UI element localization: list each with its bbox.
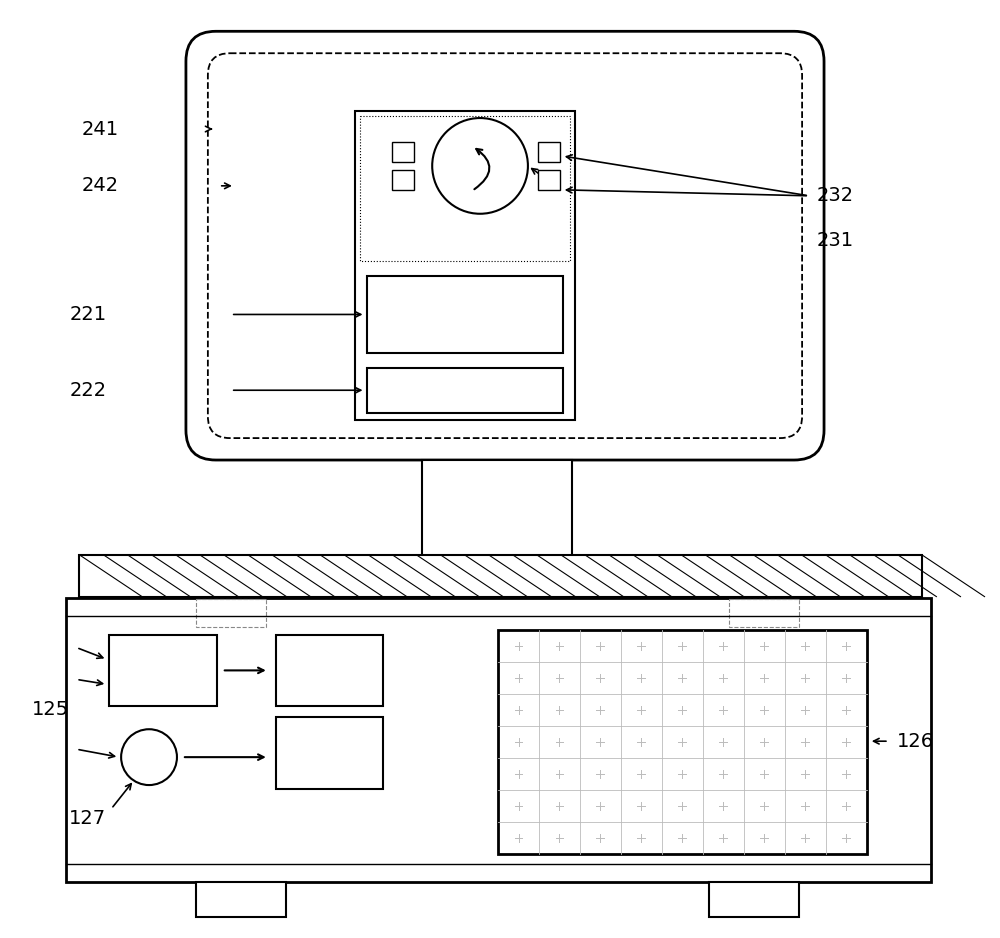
Bar bbox=[66, 598, 931, 882]
Text: 232: 232 bbox=[817, 187, 854, 205]
Text: 222: 222 bbox=[69, 381, 106, 400]
Bar bbox=[422, 460, 572, 569]
Bar bbox=[367, 276, 563, 354]
Text: 126: 126 bbox=[897, 732, 934, 750]
Bar bbox=[729, 598, 799, 627]
Text: 221: 221 bbox=[69, 305, 106, 324]
Text: 125: 125 bbox=[31, 700, 69, 719]
Bar bbox=[79, 554, 922, 597]
Bar bbox=[109, 634, 217, 706]
Text: 241: 241 bbox=[81, 119, 118, 139]
Bar bbox=[276, 634, 383, 706]
Bar bbox=[538, 142, 560, 162]
Text: 127: 127 bbox=[69, 809, 106, 828]
Bar bbox=[196, 882, 286, 916]
Text: 242: 242 bbox=[81, 176, 118, 195]
Bar bbox=[367, 369, 563, 413]
FancyBboxPatch shape bbox=[186, 31, 824, 460]
Bar bbox=[538, 170, 560, 189]
Bar bbox=[498, 629, 867, 854]
Bar bbox=[196, 598, 266, 627]
Bar bbox=[392, 142, 414, 162]
Bar bbox=[392, 170, 414, 189]
Bar bbox=[360, 116, 570, 261]
Text: 231: 231 bbox=[817, 231, 854, 250]
Bar bbox=[276, 718, 383, 789]
Bar bbox=[709, 882, 799, 916]
Bar bbox=[355, 111, 575, 420]
